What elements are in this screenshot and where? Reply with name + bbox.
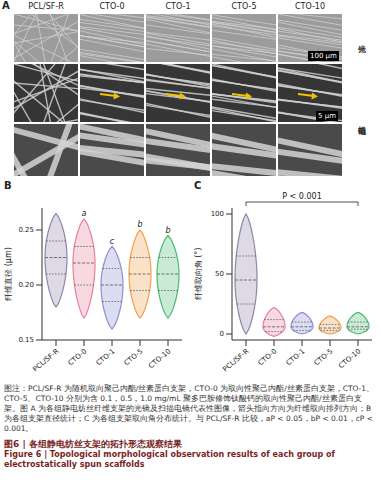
svg-text:0.15: 0.15 <box>18 336 34 344</box>
html-text:Figure 6 | Topological morphol: Figure 6 | Topological morphological obs… <box>4 450 335 469</box>
svg-text:CTO-1: CTO-1 <box>95 347 117 367</box>
html-text:图注：PCL/SF-R 为随机取向聚己内酯/丝素蛋白支架，C: 图注：PCL/SF-R 为随机取向聚己内酯/丝素蛋白支架，CTO-0 为取向性聚… <box>4 384 375 433</box>
svg-text:a: a <box>82 209 87 218</box>
svg-text:纤维取向角 (°): 纤维取向角 (°) <box>194 248 203 301</box>
svg-text:CTO-5: CTO-5 <box>123 347 145 367</box>
svg-text:c: c <box>110 237 115 246</box>
html-text:A: A <box>2 0 10 11</box>
svg-text:CTO-0: CTO-0 <box>67 347 89 367</box>
svg-text:0.25: 0.25 <box>18 226 34 234</box>
html-text:C: C <box>194 180 202 191</box>
svg-text:b: b <box>137 220 142 229</box>
svg-text:CTO-1: CTO-1 <box>285 347 307 367</box>
svg-text:0: 0 <box>220 330 224 338</box>
svg-text:CTO-10: CTO-10 <box>337 347 362 370</box>
svg-text:CTO-0: CTO-0 <box>257 347 279 367</box>
html-text:CTO-10: CTO-10 <box>295 2 325 11</box>
svg-text:100: 100 <box>211 210 224 218</box>
svg-text:CTO-10: CTO-10 <box>147 347 172 370</box>
html-text:100 μm: 100 μm <box>310 52 337 60</box>
svg-text:50: 50 <box>215 270 224 278</box>
svg-text:P < 0.001: P < 0.001 <box>282 192 322 201</box>
html-text:PCL/SF-R: PCL/SF-R <box>28 2 64 11</box>
html-text:图6 | 各组静电纺丝支架的拓扑形态观察结果: 图6 | 各组静电纺丝支架的拓扑形态观察结果 <box>4 439 182 449</box>
svg-text:b: b <box>165 226 170 235</box>
svg-text:CTO-5: CTO-5 <box>313 347 335 367</box>
html-text:CTO-0: CTO-0 <box>99 2 125 11</box>
html-text:5 μm: 5 μm <box>318 112 336 120</box>
svg-text:纤维直径 (μm): 纤维直径 (μm) <box>4 247 13 301</box>
html-text:CTO-5: CTO-5 <box>231 2 257 11</box>
svg-text:PCL/SF-R: PCL/SF-R <box>31 347 60 373</box>
svg-text:0.20: 0.20 <box>18 281 34 289</box>
html-text:B: B <box>4 180 12 191</box>
html-text:CTO-1: CTO-1 <box>165 2 191 11</box>
svg-text:PCL/SF-R: PCL/SF-R <box>221 347 250 373</box>
